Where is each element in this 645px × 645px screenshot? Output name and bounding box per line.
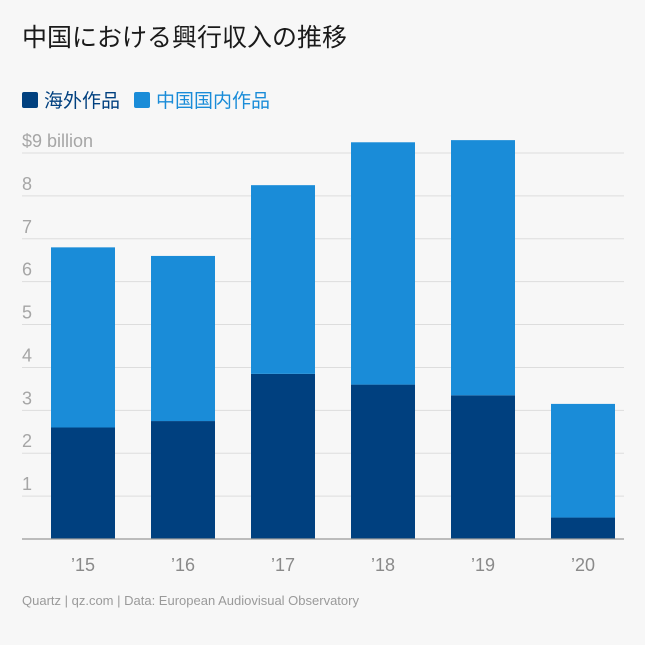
source-footer: Quartz | qz.com | Data: European Audiovi… bbox=[22, 593, 359, 608]
chart-title: 中国における興行収入の推移 bbox=[22, 23, 348, 52]
bar-domestic bbox=[151, 255, 215, 422]
bar-domestic bbox=[551, 403, 615, 518]
y-tick-label: 3 bbox=[22, 388, 32, 408]
y-tick-label: $9 billion bbox=[22, 131, 93, 151]
y-tick-label: 7 bbox=[22, 217, 32, 237]
legend-item-domestic: 中国国内作品 bbox=[134, 86, 270, 113]
bar-domestic bbox=[451, 140, 515, 396]
legend-swatch-domestic bbox=[134, 91, 151, 108]
bar-foreign bbox=[251, 373, 315, 539]
bar-foreign bbox=[51, 427, 115, 539]
y-tick-label: 5 bbox=[22, 303, 32, 323]
bar-foreign bbox=[551, 517, 615, 539]
legend-swatch-foreign bbox=[22, 91, 38, 108]
bar-domestic bbox=[251, 185, 315, 374]
bar-foreign bbox=[151, 421, 215, 539]
legend-label-foreign: 海外作品 bbox=[44, 90, 121, 112]
y-tick-label: 6 bbox=[22, 260, 32, 280]
bar-domestic bbox=[51, 247, 115, 428]
legend: 海外作品 中国国内作品 bbox=[22, 86, 270, 113]
legend-item-foreign: 海外作品 bbox=[22, 86, 120, 113]
y-tick-label: 1 bbox=[22, 474, 32, 494]
bar-foreign bbox=[451, 395, 515, 539]
y-tick-label: 4 bbox=[22, 345, 32, 365]
x-tick-label: ’20 bbox=[571, 555, 595, 575]
bar-domestic bbox=[351, 142, 415, 385]
x-tick-label: ’16 bbox=[171, 555, 195, 575]
y-tick-label: 2 bbox=[22, 431, 32, 451]
legend-label-domestic: 中国国内作品 bbox=[156, 90, 271, 112]
y-tick-label: 8 bbox=[22, 174, 32, 194]
x-tick-label: ’17 bbox=[271, 555, 295, 575]
x-tick-label: ’15 bbox=[71, 555, 95, 575]
x-tick-label: ’19 bbox=[471, 555, 495, 575]
x-tick-label: ’18 bbox=[371, 555, 395, 575]
bar-foreign bbox=[351, 384, 415, 539]
